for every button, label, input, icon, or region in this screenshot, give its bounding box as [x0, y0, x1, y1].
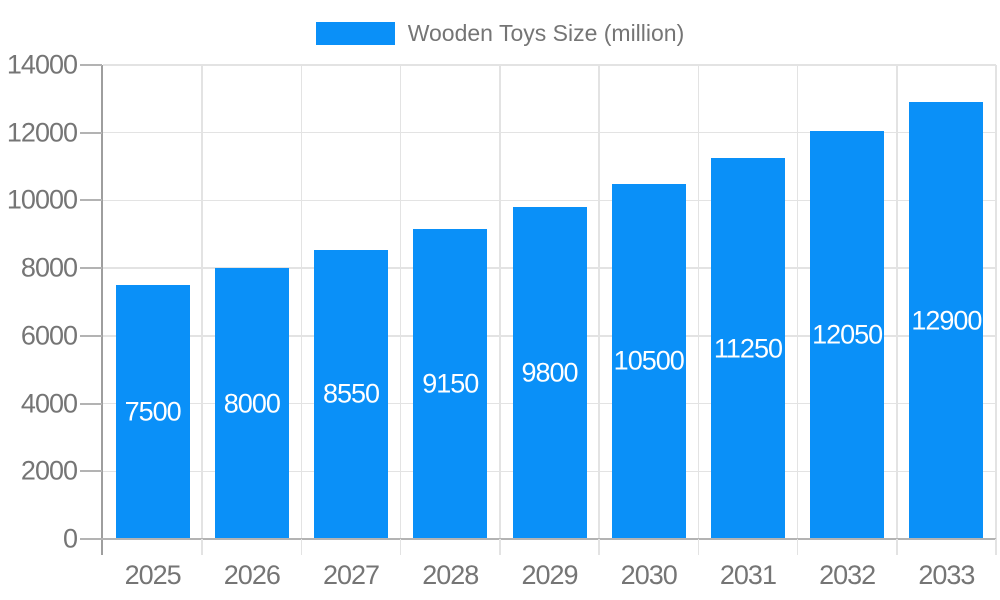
y-tick — [80, 334, 102, 337]
x-tick-label: 2029 — [521, 560, 578, 590]
x-tick-label: 2033 — [918, 560, 975, 590]
x-tick-label: 2028 — [422, 560, 479, 590]
bar-value-label: 7500 — [124, 396, 182, 427]
bar-value-label: 12050 — [812, 319, 883, 350]
bar-2033[interactable] — [909, 102, 984, 539]
y-tick-label: 14000 — [6, 49, 78, 80]
y-tick — [80, 64, 102, 66]
y-tick-label: 6000 — [20, 320, 78, 351]
x-tick — [796, 539, 799, 555]
x-tick-label: 2030 — [620, 560, 678, 590]
y-axis-labels: 0 2000 4000 6000 8000 10000 12000 14000 — [0, 0, 78, 600]
bar-2030[interactable] — [611, 183, 686, 539]
x-tick-label: 2032 — [819, 560, 876, 590]
bar-value-label: 9150 — [422, 368, 479, 399]
gridline-vertical — [300, 65, 303, 539]
y-tick — [80, 199, 102, 202]
gridline-horizontal — [103, 64, 996, 66]
x-tick-label: 2026 — [223, 560, 281, 590]
x-axis-baseline — [80, 538, 996, 540]
y-tick — [80, 402, 102, 405]
legend[interactable]: Wooden Toys Size (million) — [0, 19, 1000, 46]
gridline-vertical — [697, 65, 700, 539]
legend-label: Wooden Toys Size (million) — [407, 19, 685, 46]
bar-2032[interactable] — [810, 131, 885, 539]
bar-2025[interactable] — [115, 285, 190, 539]
bar-value-label: 8550 — [323, 378, 380, 409]
bar-2026[interactable] — [214, 268, 289, 539]
y-tick — [80, 470, 102, 473]
y-axis-line — [101, 65, 103, 555]
bar-value-label: 8000 — [223, 388, 281, 419]
bar-2031[interactable] — [710, 158, 785, 539]
y-tick — [80, 131, 102, 134]
bar-2028[interactable] — [413, 229, 488, 539]
x-tick-label: 2025 — [124, 560, 182, 590]
y-tick-label: 0 — [62, 523, 78, 554]
gridline-horizontal — [103, 199, 996, 202]
bar-value-label: 10500 — [613, 345, 685, 376]
x-tick — [995, 539, 997, 555]
x-tick — [697, 539, 700, 555]
y-tick-label: 8000 — [20, 252, 78, 283]
y-tick — [80, 267, 102, 270]
y-tick-label: 2000 — [20, 455, 78, 486]
gridline-vertical — [796, 65, 799, 539]
x-tick — [499, 539, 501, 555]
gridline-vertical — [995, 65, 997, 539]
gridline-vertical — [201, 65, 203, 539]
bar-2027[interactable] — [314, 249, 389, 539]
x-tick — [896, 539, 898, 555]
gridline-vertical — [896, 65, 898, 539]
gridline-vertical — [499, 65, 501, 539]
x-tick-label: 2027 — [323, 560, 380, 590]
y-tick-label: 12000 — [6, 117, 78, 148]
x-tick — [300, 539, 303, 555]
bar-2029[interactable] — [512, 207, 587, 539]
gridline-horizontal — [103, 131, 996, 134]
gridline-vertical — [399, 65, 402, 539]
y-tick-label: 10000 — [6, 184, 78, 215]
legend-swatch — [315, 21, 395, 45]
bar-value-label: 12900 — [911, 305, 982, 336]
x-tick — [201, 539, 203, 555]
x-tick — [399, 539, 402, 555]
bar-value-label: 9800 — [521, 357, 578, 388]
gridline-vertical — [598, 65, 600, 539]
x-tick — [598, 539, 600, 555]
x-tick-label: 2031 — [719, 560, 777, 590]
plot-area: 7500 8000 8550 9150 9800 10500 11250 12050 12900 — [103, 64, 997, 539]
bar-value-label: 11250 — [713, 333, 783, 364]
y-tick-label: 4000 — [20, 388, 78, 419]
